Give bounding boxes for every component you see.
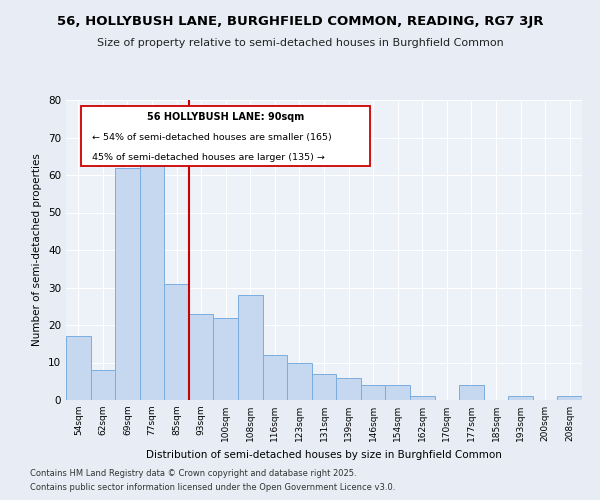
Bar <box>115 168 140 400</box>
Bar <box>91 370 115 400</box>
Text: 56, HOLLYBUSH LANE, BURGHFIELD COMMON, READING, RG7 3JR: 56, HOLLYBUSH LANE, BURGHFIELD COMMON, R… <box>57 15 543 28</box>
Text: Contains public sector information licensed under the Open Government Licence v3: Contains public sector information licen… <box>30 484 395 492</box>
Bar <box>459 385 484 400</box>
Text: Contains HM Land Registry data © Crown copyright and database right 2025.: Contains HM Land Registry data © Crown c… <box>30 468 356 477</box>
FancyBboxPatch shape <box>82 106 370 166</box>
Bar <box>385 385 410 400</box>
Bar <box>189 314 214 400</box>
Bar <box>557 396 582 400</box>
X-axis label: Distribution of semi-detached houses by size in Burghfield Common: Distribution of semi-detached houses by … <box>146 450 502 460</box>
Y-axis label: Number of semi-detached properties: Number of semi-detached properties <box>32 154 43 346</box>
Text: ← 54% of semi-detached houses are smaller (165): ← 54% of semi-detached houses are smalle… <box>92 133 332 142</box>
Bar <box>238 295 263 400</box>
Bar <box>336 378 361 400</box>
Bar <box>361 385 385 400</box>
Text: 45% of semi-detached houses are larger (135) →: 45% of semi-detached houses are larger (… <box>92 152 325 162</box>
Bar <box>214 318 238 400</box>
Bar <box>508 396 533 400</box>
Bar <box>66 336 91 400</box>
Text: Size of property relative to semi-detached houses in Burghfield Common: Size of property relative to semi-detach… <box>97 38 503 48</box>
Bar <box>140 164 164 400</box>
Bar <box>287 362 312 400</box>
Bar <box>263 355 287 400</box>
Bar <box>312 374 336 400</box>
Bar <box>410 396 434 400</box>
Bar <box>164 284 189 400</box>
Text: 56 HOLLYBUSH LANE: 90sqm: 56 HOLLYBUSH LANE: 90sqm <box>148 112 305 122</box>
